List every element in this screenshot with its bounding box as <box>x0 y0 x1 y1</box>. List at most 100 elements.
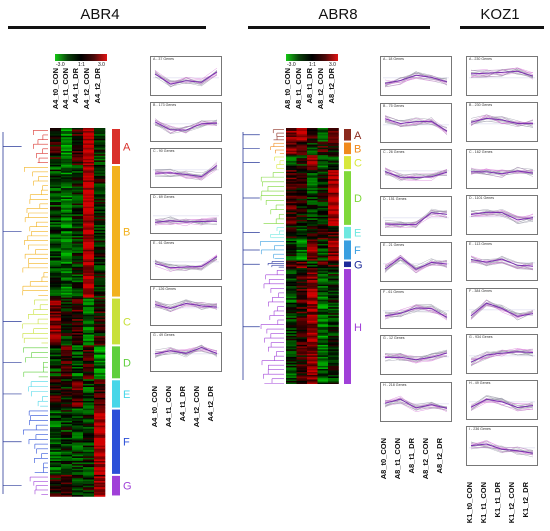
heatmap-cell <box>328 230 339 233</box>
profile-panel: A - 18 Genes <box>380 56 452 96</box>
heatmap-cell <box>94 308 106 311</box>
heatmap-cell <box>72 211 84 214</box>
profile-line <box>470 396 534 408</box>
heatmap-cell <box>307 219 318 222</box>
heatmap-cell <box>286 361 297 364</box>
heatmap-cell <box>83 223 95 226</box>
heatmap-cell <box>307 295 318 297</box>
heatmap-cell <box>317 164 329 166</box>
cluster-bar <box>344 142 351 155</box>
heatmap-cell <box>286 206 297 209</box>
heatmap-cell <box>328 295 339 297</box>
heatmap-cell <box>50 154 62 157</box>
heatmap-cell <box>286 274 297 276</box>
heatmap-cell <box>72 313 84 315</box>
heatmap-cell <box>83 265 95 268</box>
heatmap-cell <box>50 359 62 362</box>
heatmap-cell <box>50 186 62 189</box>
heatmap-cell <box>317 349 329 352</box>
heatmap-cell <box>94 175 106 178</box>
heatmap-cell <box>94 363 106 366</box>
heatmap-cell <box>328 179 339 182</box>
heatmap-cell <box>72 237 84 240</box>
heatmap-cell <box>50 391 62 394</box>
heatmap-cell <box>296 259 308 261</box>
heatmap-cell <box>328 311 339 314</box>
heatmap-cell <box>296 296 308 299</box>
heatmap-cell <box>72 343 84 346</box>
heatmap-cell <box>317 249 329 252</box>
heatmap-cell <box>94 407 106 409</box>
heatmap-cell <box>296 132 308 135</box>
heatmap-cell <box>83 425 95 428</box>
heatmap-cell <box>286 289 297 291</box>
heatmap-cell <box>317 329 329 332</box>
heatmap-cell <box>83 288 95 291</box>
heatmap-cell <box>317 350 329 353</box>
profile-line <box>470 255 534 268</box>
heatmap-cell <box>72 186 84 189</box>
heatmap-cell <box>296 337 308 340</box>
heatmap-cell <box>50 454 62 457</box>
heatmap-cell <box>72 132 84 135</box>
heatmap-cell <box>328 138 339 141</box>
heatmap-cell <box>94 370 106 372</box>
heatmap-cell <box>50 195 62 198</box>
profile-mean-line <box>384 171 448 179</box>
heatmap-cell <box>286 231 297 234</box>
heatmap-cell <box>83 235 95 238</box>
heatmap-cell <box>296 153 308 156</box>
heatmap-cell <box>286 343 297 346</box>
heatmap-cell <box>307 143 318 145</box>
heatmap-cell <box>72 129 84 132</box>
heatmap-cell <box>94 277 106 280</box>
cluster-bar <box>112 409 120 474</box>
cluster-bar <box>344 156 351 170</box>
heatmap-cell <box>83 259 95 261</box>
heatmap-cell <box>83 457 95 460</box>
heatmap-cell <box>72 254 84 257</box>
heatmap-cell <box>307 334 318 337</box>
heatmap-cell <box>50 234 62 237</box>
heatmap-cell <box>317 266 329 269</box>
heatmap-cell <box>72 141 84 144</box>
profile-line <box>384 77 448 87</box>
heatmap-cell <box>50 280 62 283</box>
heatmap-cell <box>50 143 62 146</box>
heatmap-cell <box>286 347 297 350</box>
heatmap-cell <box>61 165 73 167</box>
profile-panel-title: E - 113 Genes <box>469 242 492 247</box>
heatmap-cell <box>94 336 106 338</box>
heatmap-cell <box>83 198 95 201</box>
heatmap-cell <box>61 376 73 379</box>
heatmap-cell <box>328 158 339 160</box>
heatmap-cell <box>94 368 106 371</box>
heatmap-cell <box>72 181 84 184</box>
heatmap-cell <box>50 470 62 473</box>
heatmap-cell <box>72 408 84 411</box>
heatmap-cell <box>83 137 95 140</box>
heatmap-cell <box>61 388 73 391</box>
heatmap-cell <box>83 407 95 409</box>
heatmap-cell <box>50 228 62 231</box>
heatmap-cell <box>307 207 318 210</box>
heatmap-cell <box>307 216 318 219</box>
heatmap-cell <box>307 131 318 133</box>
heatmap-cell <box>296 219 308 222</box>
profile-mean-line <box>470 398 534 409</box>
heatmap-cell <box>286 269 297 272</box>
heatmap-cell <box>72 456 84 459</box>
heatmap-cell <box>286 353 297 356</box>
heatmap-cell <box>328 301 339 303</box>
heatmap-cell <box>94 465 106 468</box>
heatmap-cell <box>317 296 329 299</box>
cluster-letter: C <box>123 316 131 328</box>
heatmap-cell <box>286 200 297 203</box>
heatmap-cell <box>328 373 339 376</box>
heatmap-cell <box>83 448 95 451</box>
heatmap-cell <box>328 364 339 367</box>
heatmap-cell <box>328 206 339 209</box>
heatmap-cell <box>61 189 73 192</box>
heatmap-cell <box>286 158 297 160</box>
heatmap-cell <box>94 206 106 209</box>
